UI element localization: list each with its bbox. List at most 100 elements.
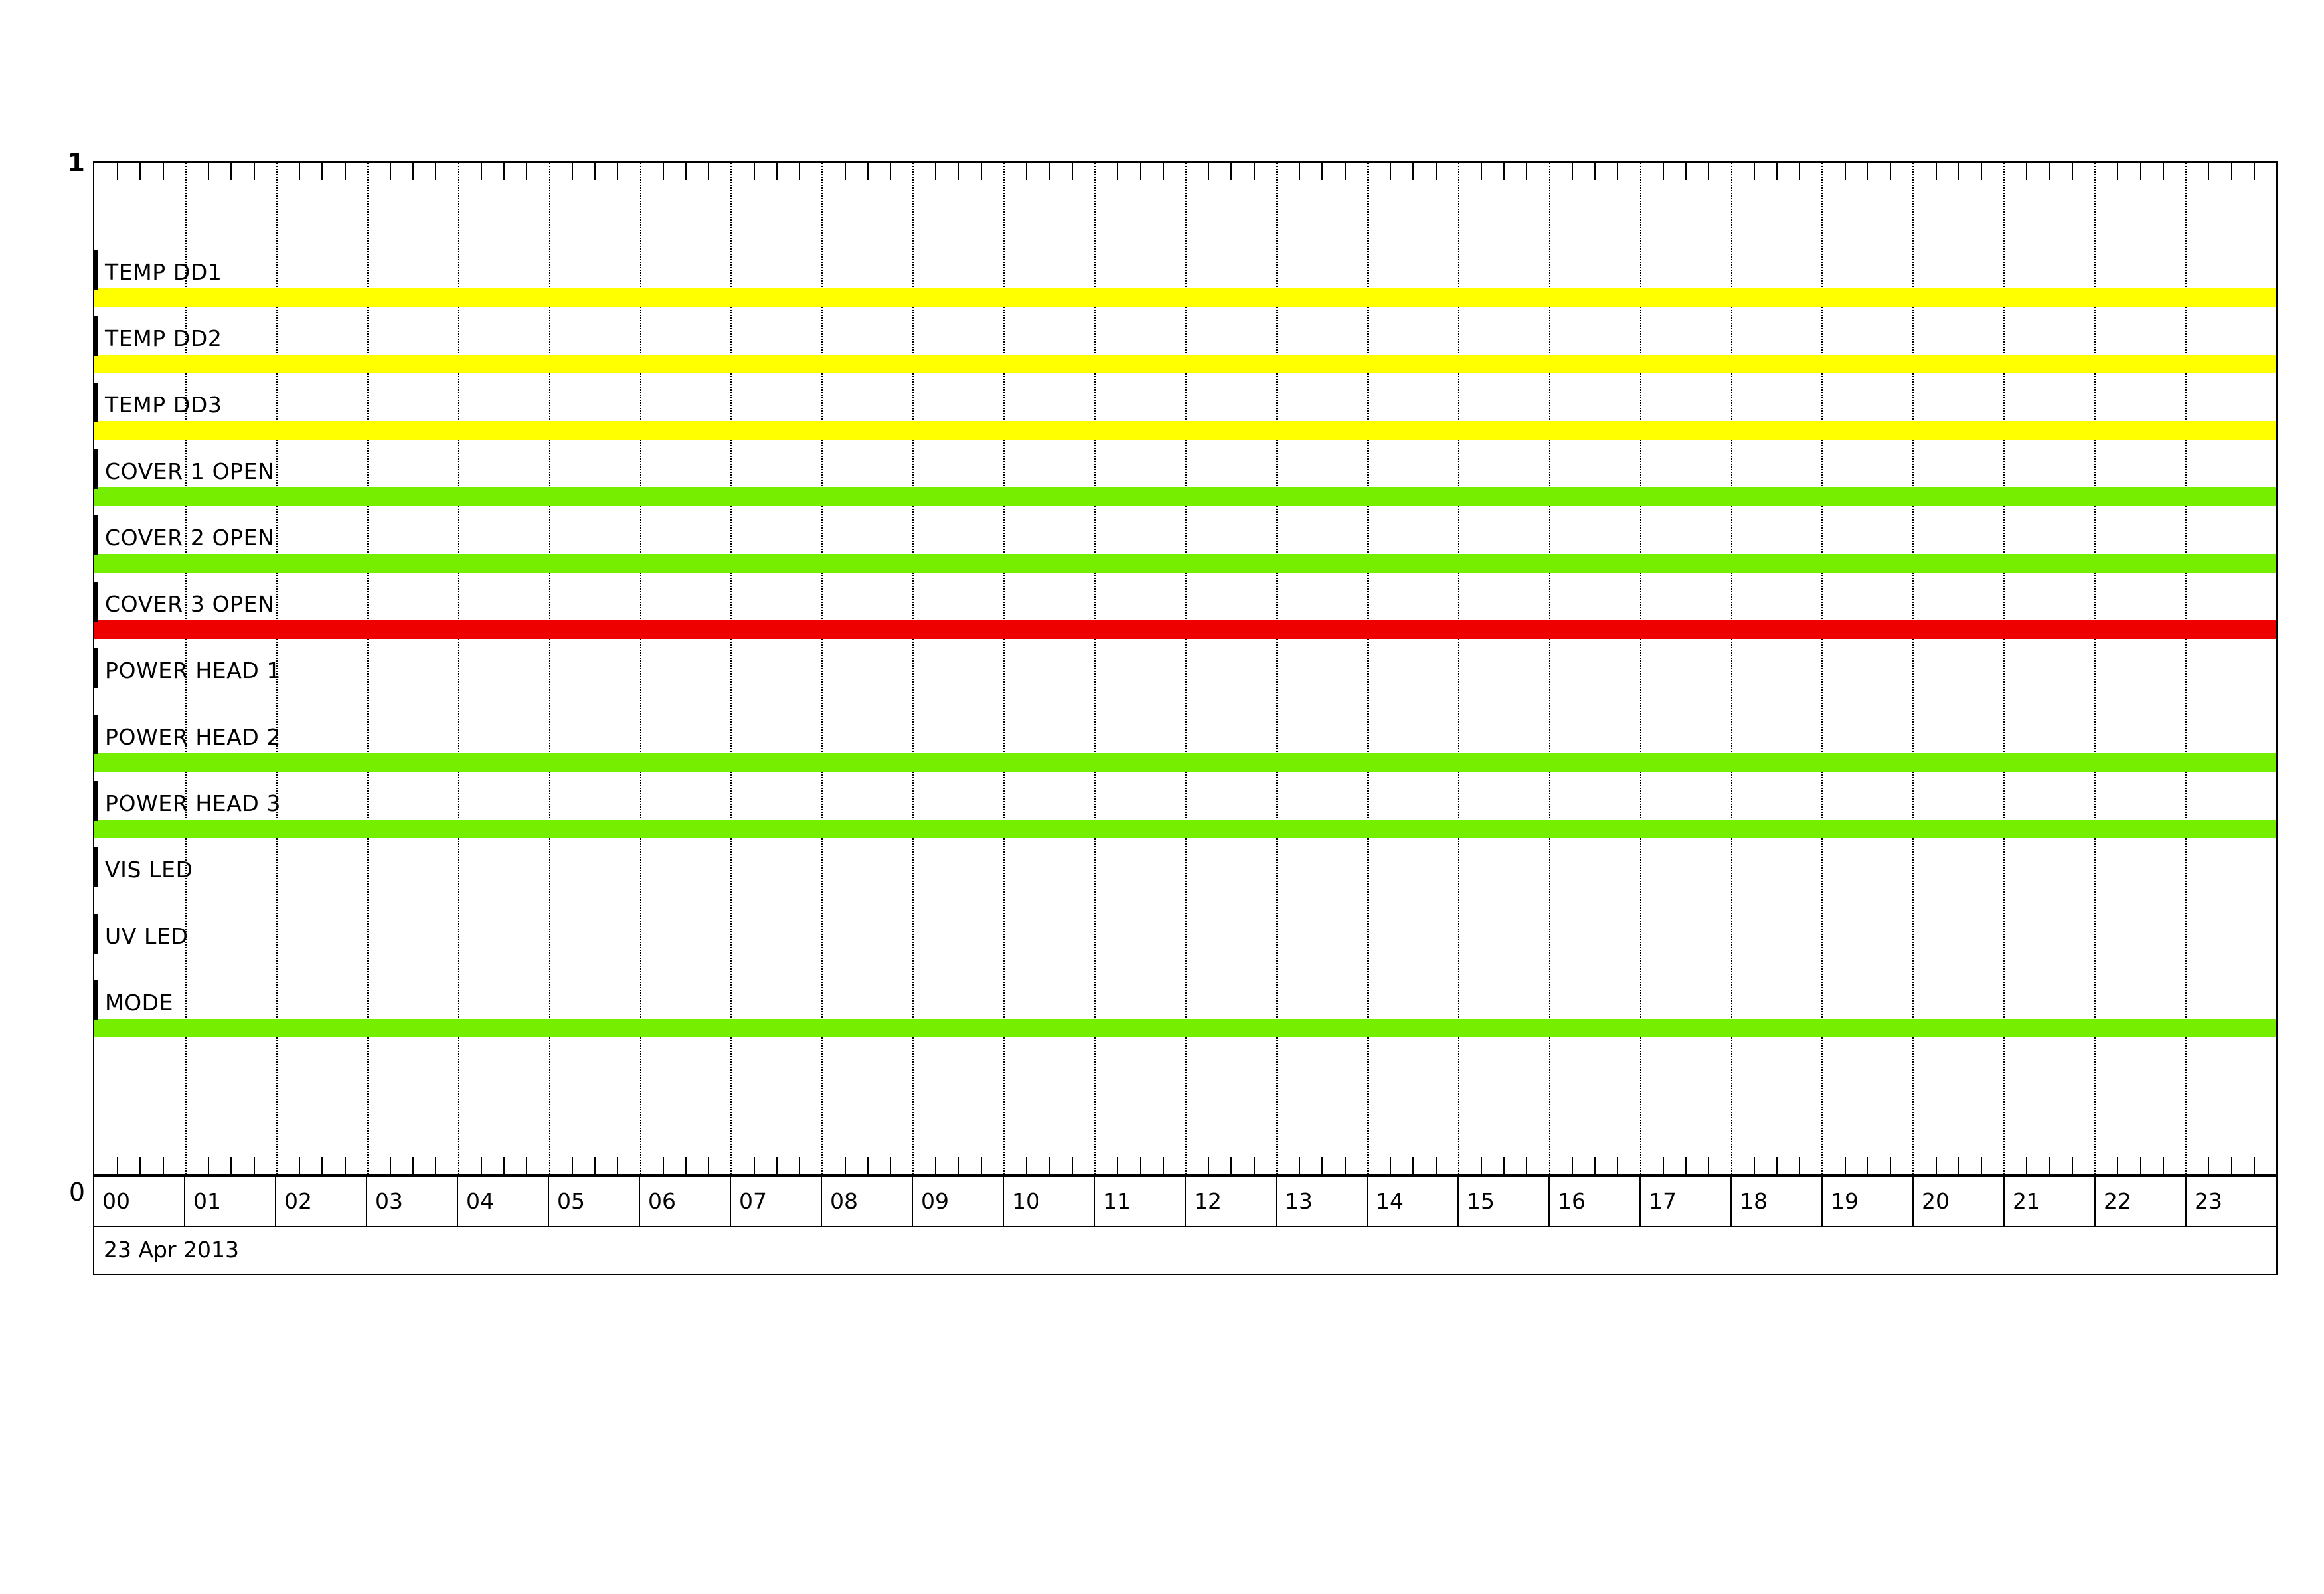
minor-tick-top <box>1344 163 1346 180</box>
minor-tick-bottom <box>617 1157 619 1174</box>
hour-axis-cell: 11 <box>1095 1177 1186 1226</box>
minor-tick-bottom <box>139 1157 141 1174</box>
hour-gridline <box>730 163 732 1174</box>
minor-tick-top <box>389 163 391 180</box>
y-axis-row-tick <box>94 383 98 422</box>
minor-tick-top <box>2026 163 2028 180</box>
minor-tick-bottom <box>321 1157 323 1174</box>
y-axis-row-tick <box>94 250 98 290</box>
minor-tick-bottom <box>957 1157 959 1174</box>
hour-gridline <box>1548 163 1550 1174</box>
minor-tick-bottom <box>867 1157 869 1174</box>
minor-tick-top <box>1526 163 1528 180</box>
channel-state-bar[interactable] <box>94 487 2276 506</box>
minor-tick-bottom <box>389 1157 391 1174</box>
minor-tick-top <box>2117 163 2119 180</box>
minor-tick-bottom <box>1048 1157 1050 1174</box>
channel-state-bar[interactable] <box>94 820 2276 838</box>
minor-tick-bottom <box>980 1157 982 1174</box>
minor-tick-bottom <box>844 1157 846 1174</box>
channel-label: POWER HEAD 2 <box>105 724 282 750</box>
minor-tick-top <box>1708 163 1710 180</box>
minor-tick-bottom <box>526 1157 528 1174</box>
minor-tick-top <box>844 163 846 180</box>
minor-tick-bottom <box>594 1157 596 1174</box>
minor-tick-top <box>1571 163 1573 180</box>
minor-tick-bottom <box>1571 1157 1573 1174</box>
minor-tick-bottom <box>230 1157 232 1174</box>
minor-tick-bottom <box>1890 1157 1892 1174</box>
hour-gridline <box>548 163 550 1174</box>
channel-row[interactable]: MODE <box>94 971 2276 1037</box>
minor-tick-top <box>1390 163 1392 180</box>
y-axis-row-tick <box>94 316 98 356</box>
channel-row[interactable]: TEMP DD2 <box>94 307 2276 373</box>
minor-tick-bottom <box>1708 1157 1710 1174</box>
minor-tick-bottom <box>1071 1157 1073 1174</box>
hour-axis-cell: 02 <box>276 1177 367 1226</box>
channel-row[interactable]: POWER HEAD 3 <box>94 772 2276 838</box>
hour-axis-cell: 14 <box>1368 1177 1459 1226</box>
minor-tick-bottom <box>344 1157 346 1174</box>
minor-tick-bottom <box>1594 1157 1596 1174</box>
minor-tick-top <box>1981 163 1983 180</box>
channel-row[interactable]: VIS LED <box>94 838 2276 905</box>
minor-tick-bottom <box>208 1157 210 1174</box>
hour-gridline <box>1730 163 1732 1174</box>
channel-row[interactable]: COVER 1 OPEN <box>94 440 2276 506</box>
minor-tick-bottom <box>1799 1157 1801 1174</box>
channel-state-bar[interactable] <box>94 620 2276 639</box>
minor-tick-bottom <box>1981 1157 1983 1174</box>
minor-tick-top <box>321 163 323 180</box>
minor-tick-top <box>503 163 505 180</box>
hour-axis-cell: 01 <box>185 1177 276 1226</box>
hour-gridline <box>367 163 369 1174</box>
minor-tick-top <box>685 163 687 180</box>
channel-label: COVER 2 OPEN <box>105 525 275 551</box>
channel-state-bar[interactable] <box>94 421 2276 440</box>
minor-tick-bottom <box>662 1157 664 1174</box>
channel-state-bar[interactable] <box>94 355 2276 373</box>
channel-label: COVER 1 OPEN <box>105 458 275 484</box>
minor-tick-top <box>435 163 437 180</box>
minor-tick-top <box>890 163 892 180</box>
hour-axis-cell: 18 <box>1732 1177 1823 1226</box>
channel-state-bar[interactable] <box>94 288 2276 307</box>
minor-tick-top <box>526 163 528 180</box>
minor-tick-top <box>1026 163 1028 180</box>
minor-tick-bottom <box>1435 1157 1437 1174</box>
channel-row[interactable]: COVER 3 OPEN <box>94 573 2276 639</box>
channel-state-bar[interactable] <box>94 753 2276 772</box>
channel-row[interactable]: UV LED <box>94 905 2276 971</box>
hour-gridline <box>2094 163 2096 1174</box>
minor-tick-top <box>117 163 119 180</box>
channel-row[interactable]: POWER HEAD 2 <box>94 705 2276 772</box>
minor-tick-bottom <box>1299 1157 1301 1174</box>
minor-tick-top <box>1799 163 1801 180</box>
hour-axis-cell: 17 <box>1641 1177 1732 1226</box>
minor-tick-bottom <box>1935 1157 1937 1174</box>
hour-axis-cell: 13 <box>1277 1177 1368 1226</box>
channel-state-bar[interactable] <box>94 1019 2276 1037</box>
channel-row[interactable]: COVER 2 OPEN <box>94 506 2276 573</box>
channel-row[interactable]: TEMP DD1 <box>94 240 2276 307</box>
minor-tick-top <box>1071 163 1073 180</box>
minor-tick-bottom <box>480 1157 482 1174</box>
minor-tick-bottom <box>2162 1157 2164 1174</box>
hour-axis-cell: 20 <box>1914 1177 2005 1226</box>
y-axis-top-label: 1 <box>67 148 85 177</box>
channel-state-bar[interactable] <box>94 554 2276 573</box>
minor-tick-top <box>1299 163 1301 180</box>
minor-tick-bottom <box>776 1157 778 1174</box>
hour-gridline <box>1912 163 1914 1174</box>
minor-tick-top <box>2230 163 2232 180</box>
minor-tick-top <box>230 163 232 180</box>
channel-row[interactable]: TEMP DD3 <box>94 373 2276 440</box>
minor-tick-bottom <box>1685 1157 1687 1174</box>
channel-label: TEMP DD1 <box>105 259 222 285</box>
minor-tick-bottom <box>1617 1157 1619 1174</box>
minor-tick-bottom <box>1026 1157 1028 1174</box>
minor-tick-bottom <box>571 1157 573 1174</box>
channel-row[interactable]: POWER HEAD 1 <box>94 639 2276 705</box>
